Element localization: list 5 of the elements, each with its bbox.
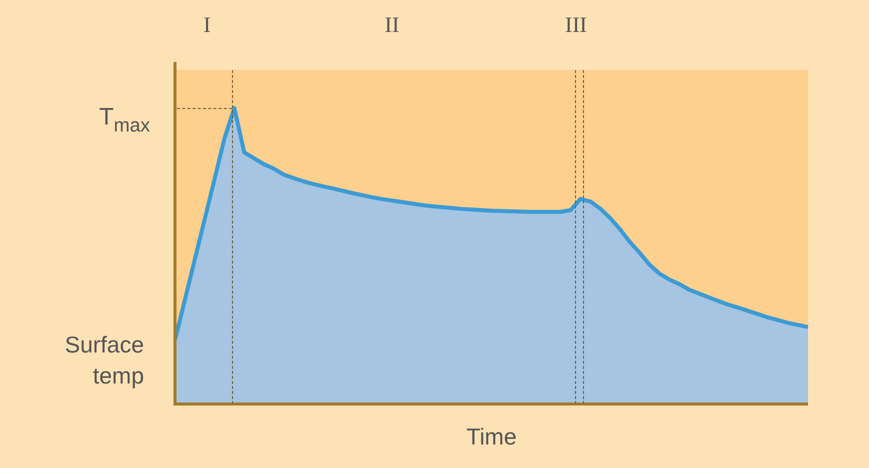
text: III	[565, 12, 587, 37]
text: I	[203, 12, 211, 37]
x-axis-title: Time	[466, 423, 517, 450]
text: Surface temp	[64, 331, 144, 388]
text: II	[384, 12, 400, 37]
